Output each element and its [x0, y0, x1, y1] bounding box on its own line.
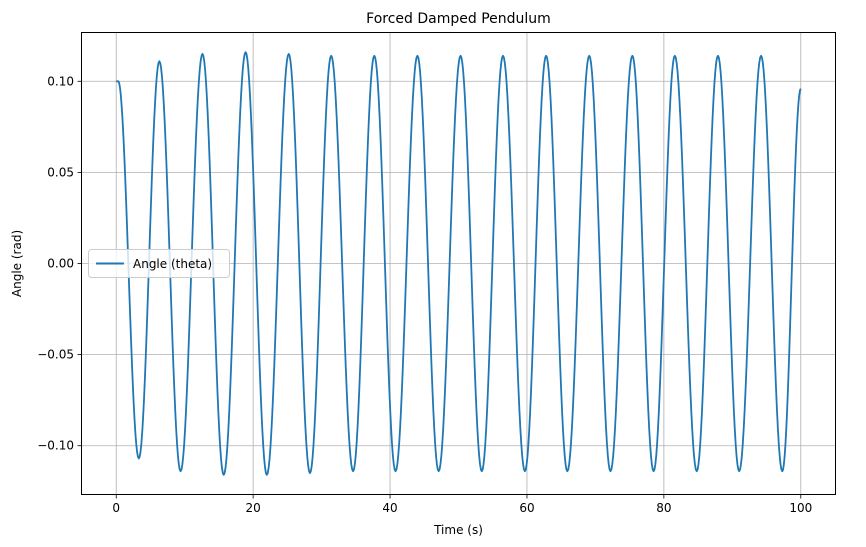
y-axis-label: Angle (rad) — [10, 230, 24, 297]
y-tick-label: −0.10 — [37, 439, 74, 453]
y-tick-label: 0.00 — [47, 257, 74, 271]
x-tick-label: 80 — [656, 501, 671, 515]
x-tick-label: 0 — [112, 501, 120, 515]
x-tick-label: 100 — [789, 501, 812, 515]
legend-label: Angle (theta) — [133, 257, 212, 271]
legend: Angle (theta) — [88, 249, 230, 278]
y-tick-label: 0.10 — [47, 74, 74, 88]
x-tick-label: 40 — [382, 501, 397, 515]
y-tick-label: −0.05 — [37, 348, 74, 362]
x-tick-label: 60 — [519, 501, 534, 515]
x-axis-ticks: 0 20 40 60 80 100 — [112, 494, 812, 515]
legend-box — [88, 249, 230, 278]
chart-title: Forced Damped Pendulum — [366, 11, 551, 27]
series-line-angle — [116, 51, 802, 476]
x-tick-label: 20 — [245, 501, 260, 515]
y-axis-ticks: 0.10 0.05 0.00 −0.05 −0.10 — [37, 74, 82, 453]
x-axis-label: Time (s) — [433, 523, 483, 537]
series-layer — [116, 51, 802, 476]
y-tick-label: 0.05 — [47, 165, 74, 179]
